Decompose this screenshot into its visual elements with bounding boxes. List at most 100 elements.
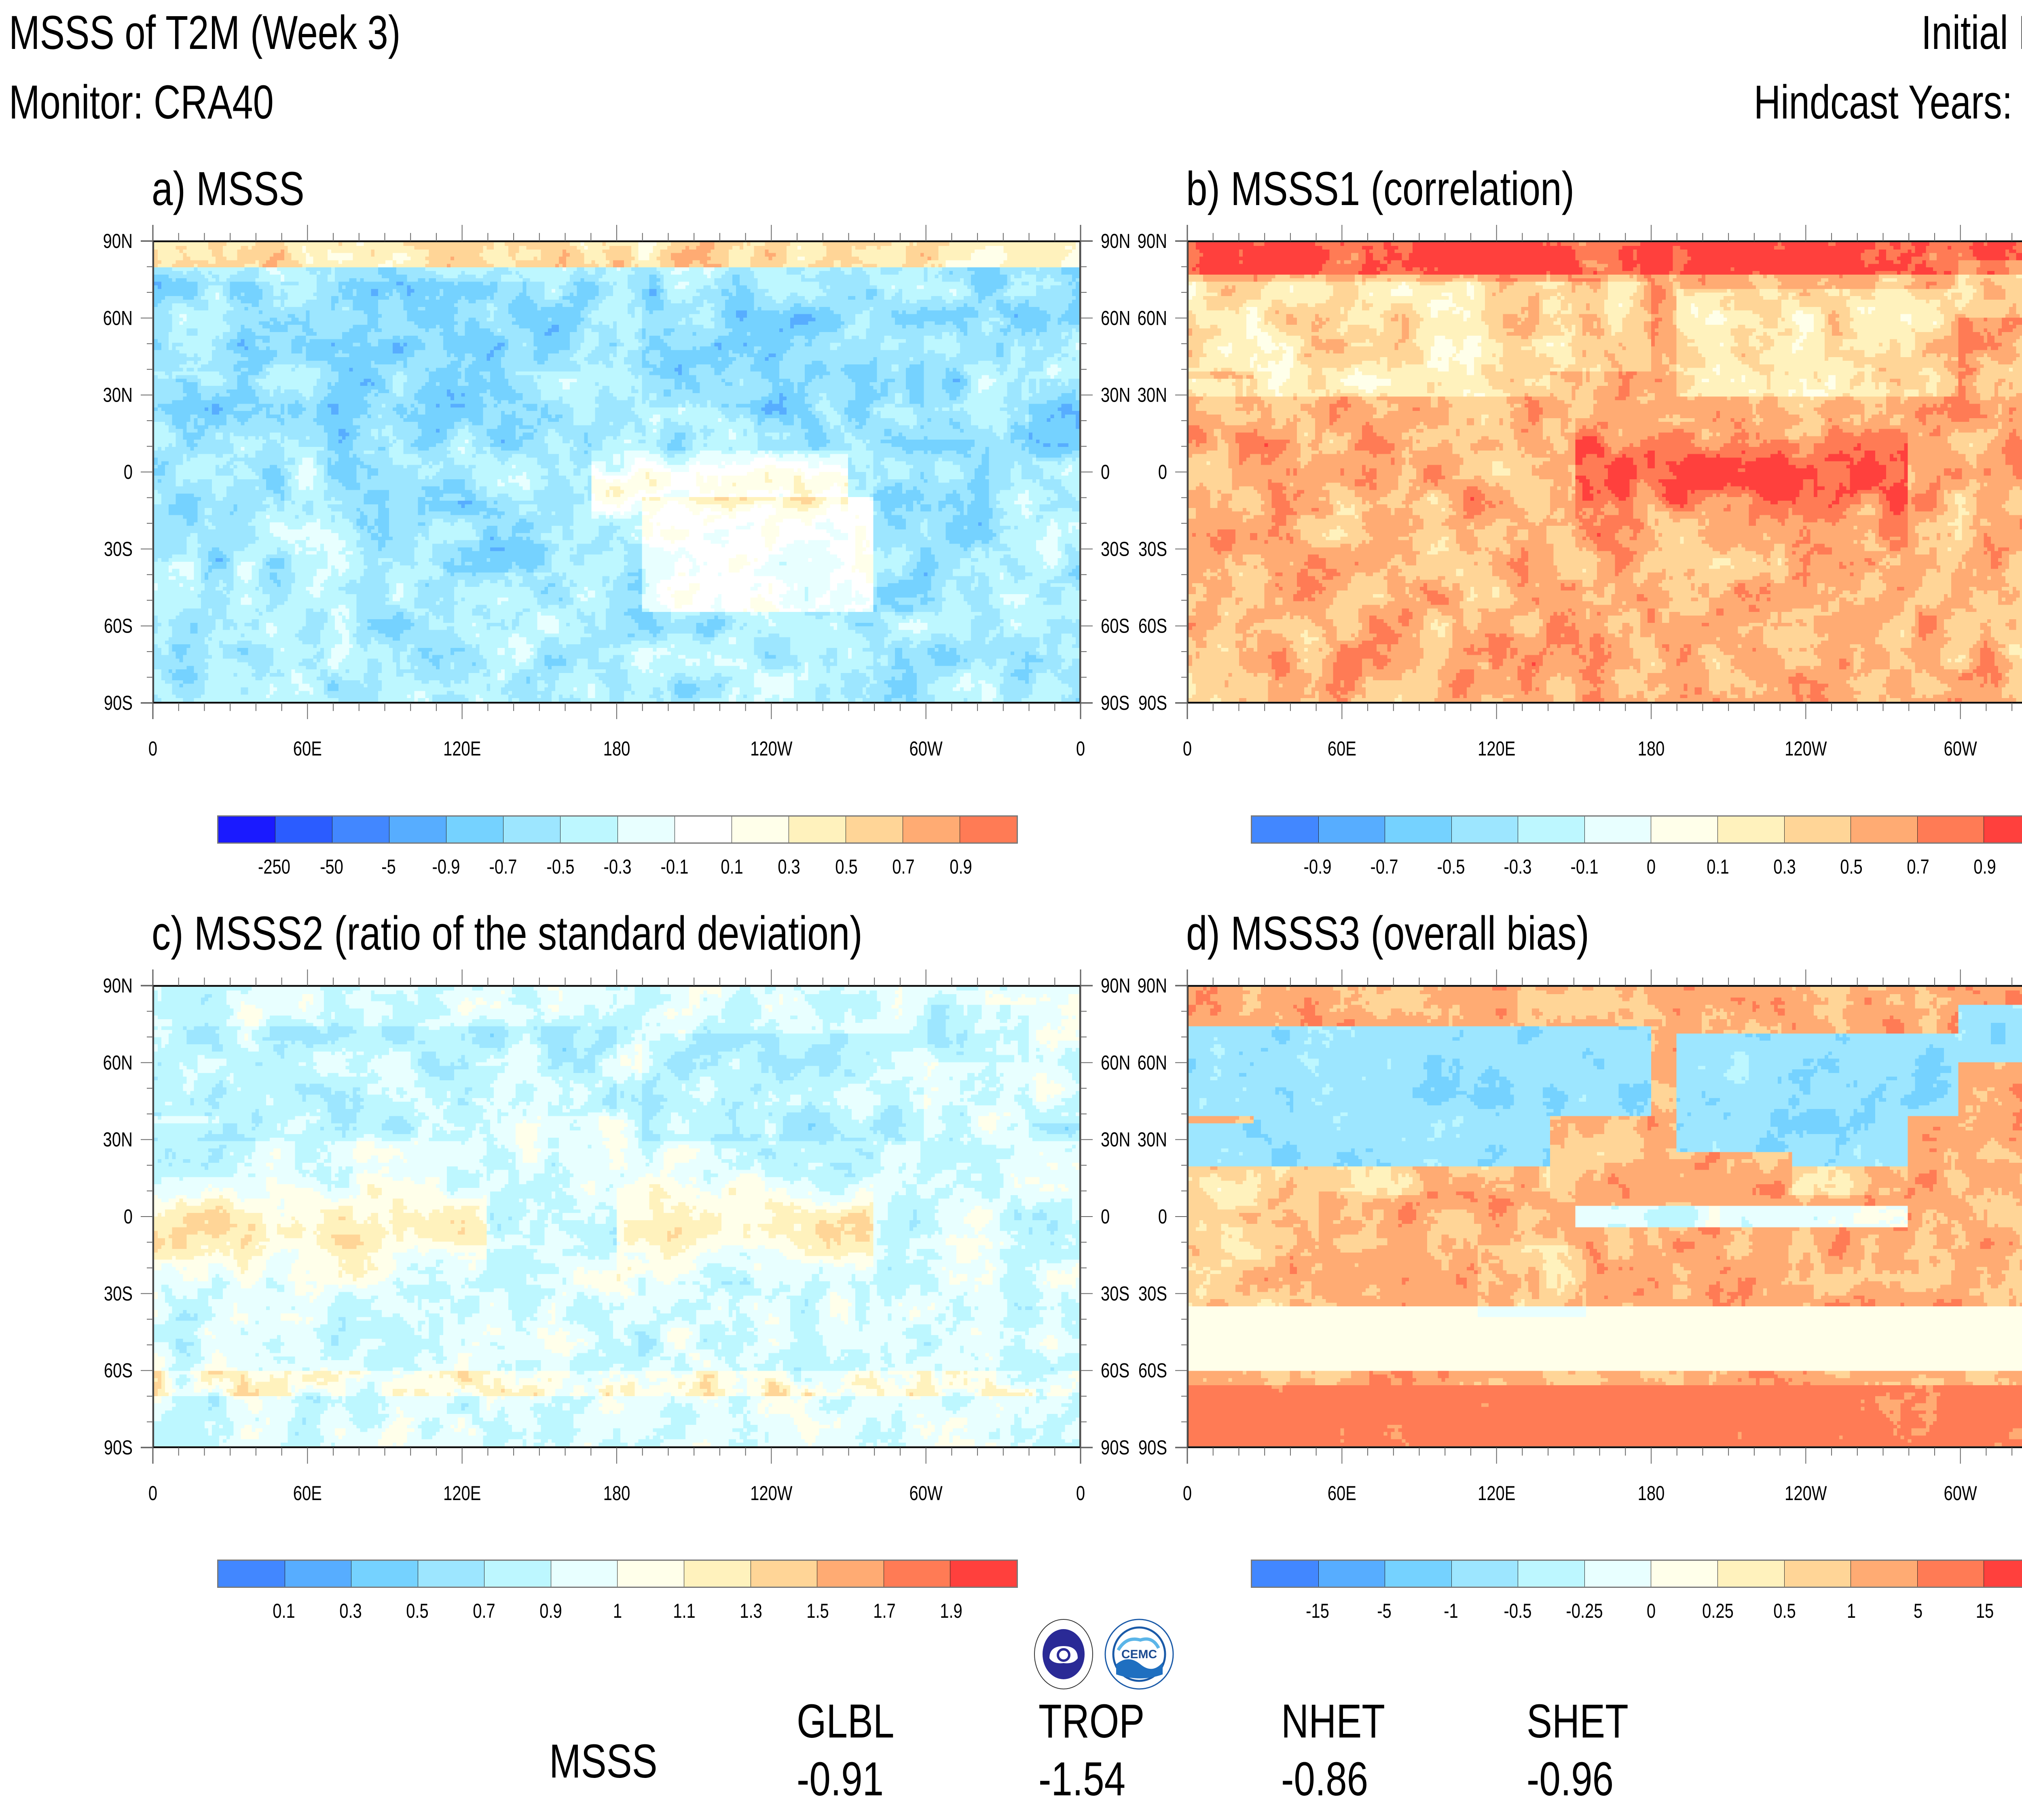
x-tick-label: 0 — [1183, 1482, 1192, 1505]
y-tick-label-right: 30S — [1101, 538, 1129, 560]
colorbar-swatch — [960, 817, 1017, 842]
x-tick-label: 0 — [1183, 737, 1192, 760]
colorbar-swatch — [285, 1561, 352, 1587]
colorbar-label: 0.7 — [892, 855, 915, 878]
cemc-logo-icon: CEMC — [1104, 1619, 1174, 1690]
x-tick-label: 180 — [1638, 1482, 1665, 1505]
colorbar-swatch — [1518, 1561, 1585, 1587]
colorbar-label: 0 — [1646, 855, 1656, 878]
colorbar-labels: 0.1 0.3 0.5 0.7 0.9 1 1.1 1.3 1.5 1.7 1.9 — [217, 1599, 1018, 1623]
y-tick-label-left: 0 — [124, 1205, 133, 1228]
y-tick-label-left: 0 — [1158, 1205, 1167, 1228]
colorbar-label: 0.1 — [1707, 855, 1729, 878]
summary-region-value: -0.96 — [1527, 1752, 1614, 1806]
colorbar-swatch — [1584, 1561, 1652, 1587]
colorbar-label: 0 — [1646, 1600, 1656, 1622]
y-tick-label-right: 30S — [1101, 1282, 1129, 1305]
y-tick-label-right: 30N — [1101, 383, 1130, 406]
x-tick-label: 120W — [750, 1482, 793, 1505]
y-tick-label-left: 90N — [103, 230, 133, 252]
y-tick-label-right: 90N — [1101, 230, 1130, 252]
x-tick-label: 60E — [293, 1482, 322, 1505]
colorbar-swatch — [1451, 1561, 1519, 1587]
colorbar-label: -5 — [1377, 1600, 1392, 1622]
y-tick-label-left: 30N — [1138, 1128, 1167, 1151]
colorbar-label: 0.1 — [273, 1600, 295, 1622]
colorbar-swatch — [618, 817, 675, 842]
figure-title: MSSS of T2M (Week 3) — [9, 6, 401, 59]
colorbar-swatch — [1851, 1561, 1918, 1587]
colorbar-swatch — [1385, 1561, 1452, 1587]
summary-region-value: -0.91 — [797, 1752, 884, 1806]
colorbar-swatch — [218, 1561, 285, 1587]
colorbar-swatch — [1451, 817, 1519, 842]
colorbar-label: 0.3 — [778, 855, 801, 878]
x-tick-label: 120E — [443, 737, 481, 760]
panel-title: d) MSSS3 (overall bias) — [1186, 907, 1589, 960]
colorbar-swatch — [1784, 1561, 1851, 1587]
panel-title: a) MSSS — [152, 162, 305, 216]
x-tick-label: 180 — [603, 1482, 630, 1505]
y-tick-label-left: 30S — [1138, 538, 1167, 560]
colorbar-label: 1 — [613, 1600, 622, 1622]
summary-region-name: GLBL — [797, 1695, 895, 1748]
y-tick-label-left: 90S — [104, 692, 133, 714]
colorbar-label: 0.5 — [1773, 1600, 1796, 1622]
colorbar-label: -5 — [381, 855, 396, 878]
colorbar-label: -0.1 — [660, 855, 689, 878]
y-tick-label-left: 60S — [104, 1359, 133, 1382]
map-axes: 90N 90N 60N 60N 30N 30N 0 0 30S 30S 60S 60S 90S 90S 0 6… — [103, 969, 1130, 1505]
monitor-label: Monitor: CRA40 — [9, 76, 274, 129]
y-tick-label-left: 90N — [1138, 230, 1167, 252]
colorbar-label: 0.3 — [339, 1600, 362, 1622]
x-tick-label: 0 — [1076, 1482, 1085, 1505]
y-tick-label-left: 60N — [1138, 307, 1167, 329]
colorbar-swatch — [1584, 817, 1652, 842]
colorbar-swatch — [1651, 817, 1718, 842]
y-tick-label-left: 0 — [1158, 461, 1167, 483]
colorbar-swatch — [446, 817, 504, 842]
colorbar-swatch — [950, 1561, 1017, 1587]
colorbar-swatch — [560, 817, 618, 842]
y-tick-label-left: 60N — [103, 1051, 133, 1074]
y-tick-label-left: 60S — [1138, 1359, 1167, 1382]
colorbar-label: 0.25 — [1702, 1600, 1734, 1622]
colorbar-swatch — [1385, 817, 1452, 842]
x-tick-label: 120W — [1785, 1482, 1827, 1505]
summary-region-name: NHET — [1281, 1695, 1385, 1748]
colorbar-label: -0.7 — [489, 855, 517, 878]
map-field — [153, 986, 1081, 1448]
cemc-logo-text: CEMC — [1121, 1648, 1157, 1661]
colorbar-label: 1.3 — [740, 1600, 762, 1622]
colorbar-swatch — [732, 817, 789, 842]
x-tick-label: 120E — [1478, 737, 1515, 760]
colorbar-swatch — [1984, 817, 2022, 842]
y-tick-label-right: 60N — [1101, 1051, 1130, 1074]
x-tick-label: 120E — [443, 1482, 481, 1505]
y-tick-label-right: 60N — [1101, 307, 1130, 329]
x-tick-label: 120W — [1785, 737, 1827, 760]
colorbar-swatch — [1917, 1561, 1984, 1587]
y-tick-label-right: 90S — [1101, 1436, 1129, 1459]
map-field — [1187, 241, 2022, 703]
colorbar-label: 1.5 — [806, 1600, 829, 1622]
map-field — [153, 241, 1081, 703]
colorbar-label: -0.5 — [1504, 1600, 1532, 1622]
colorbar-label: 0.5 — [406, 1600, 429, 1622]
colorbar-label: 5 — [1913, 1600, 1923, 1622]
colorbar-label: 1.9 — [940, 1600, 962, 1622]
x-tick-label: 60W — [909, 1482, 943, 1505]
colorbar-swatch — [751, 1561, 818, 1587]
colorbar-swatch — [1252, 1561, 1319, 1587]
x-tick-label: 180 — [1638, 737, 1665, 760]
colorbar-label: -0.9 — [1303, 855, 1332, 878]
y-tick-label-left: 30N — [1138, 383, 1167, 406]
colorbar-label: 0.9 — [949, 855, 972, 878]
y-tick-label-right: 60S — [1101, 614, 1129, 637]
y-tick-label-left: 60N — [1138, 1051, 1167, 1074]
colorbar-swatch — [218, 817, 276, 842]
colorbar-labels: -0.9 -0.7 -0.5 -0.3 -0.1 0 0.1 0.3 0.5 0.7 0.9 — [1251, 855, 2022, 879]
colorbar-swatch — [1651, 1561, 1718, 1587]
y-tick-label-left: 30S — [104, 538, 133, 560]
y-tick-label-left: 30S — [1138, 1282, 1167, 1305]
